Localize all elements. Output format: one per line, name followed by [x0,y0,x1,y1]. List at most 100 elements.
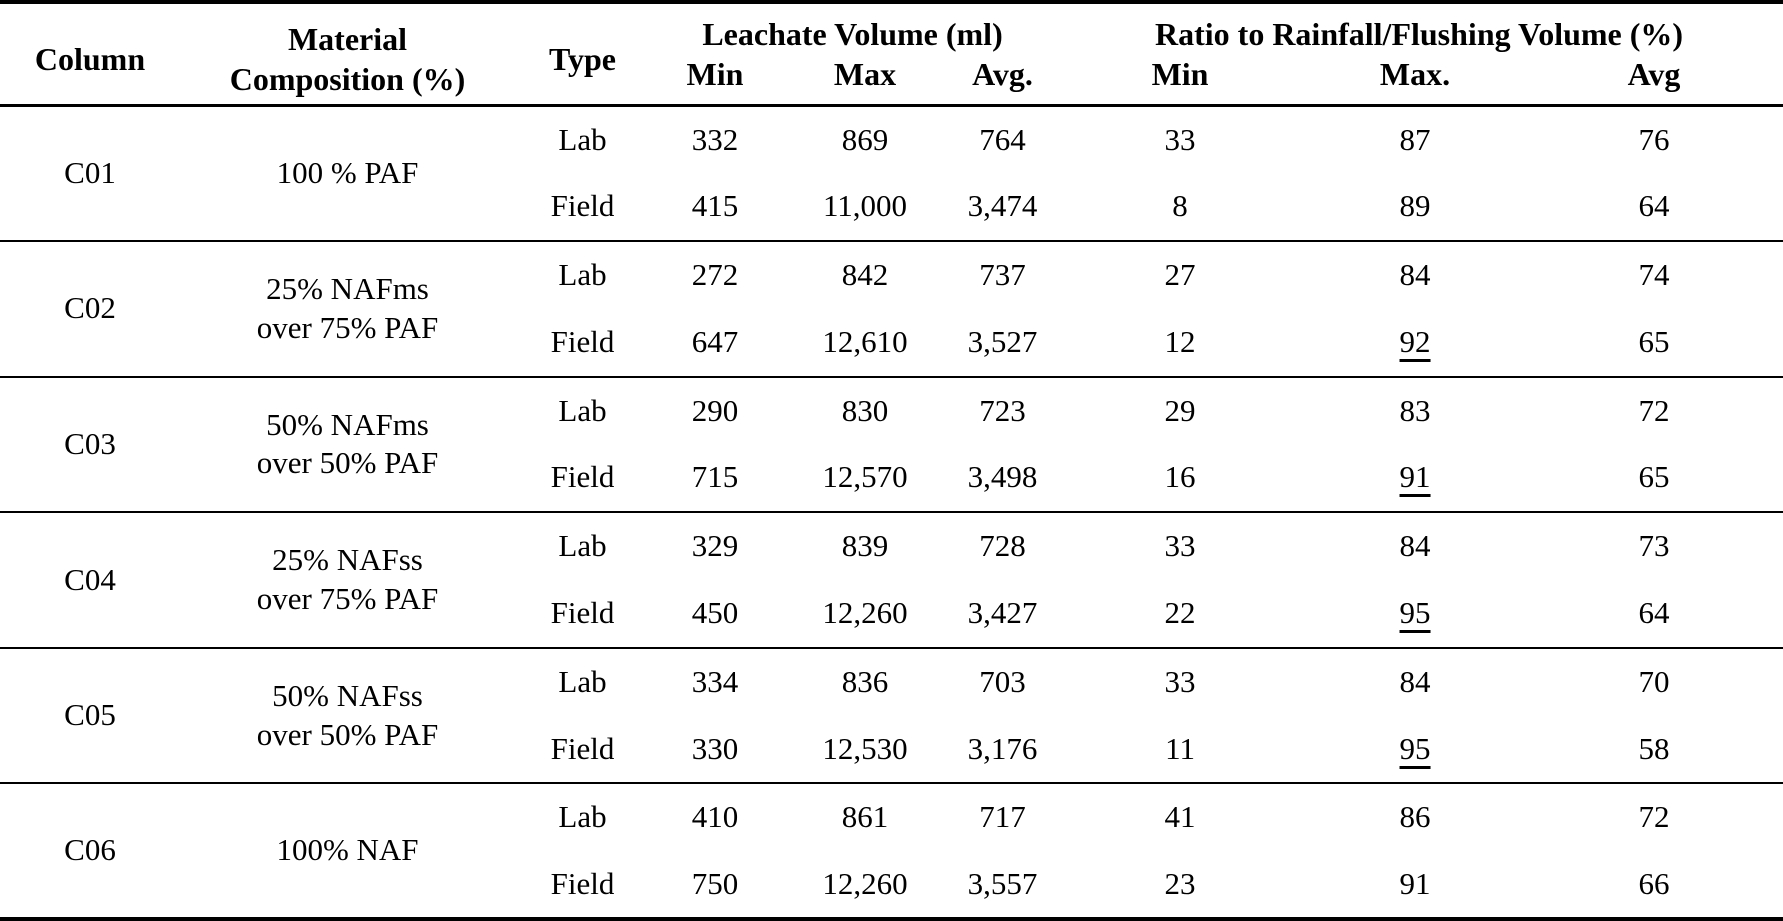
cell-type: Lab [558,663,607,699]
cell-material-composition: 100% NAF [276,832,419,868]
cell-ratio-avg: 65 [1638,323,1670,359]
cell-ratio-min: 33 [1164,663,1196,699]
table-row: Field 750 12,260 3,557 23 91 66 [0,851,1783,919]
cell-ratio-max: 91 [1399,459,1431,495]
table-row: Field 415 11,000 3,474 8 89 64 [0,173,1783,242]
cell-type: Field [550,865,615,901]
cell-leachate-max: 861 [841,799,889,835]
cell-ratio-max: 91 [1399,865,1431,901]
cell-leachate-min: 334 [691,663,739,699]
table-row: Field 647 12,610 3,527 12 92 65 [0,309,1783,377]
cell-ratio-avg: 73 [1638,528,1670,564]
cell-leachate-max: 842 [841,257,889,293]
cell-type: Lab [558,257,607,293]
cell-column-id: C04 [64,561,116,597]
cell-ratio-avg: 65 [1638,459,1670,495]
cell-type: Field [550,730,615,766]
cell-ratio-avg: 76 [1638,121,1670,157]
header-column: Column [34,41,146,77]
cell-leachate-min: 450 [691,594,739,630]
cell-ratio-min: 23 [1164,865,1196,901]
header-leachate-max: Max [833,56,897,92]
cell-type: Field [550,188,615,224]
cell-column-id: C05 [64,697,116,733]
header-ratio-min: Min [1151,56,1209,92]
cell-leachate-max: 11,000 [822,188,908,224]
cell-leachate-avg: 723 [979,392,1026,428]
cell-leachate-min: 330 [691,730,739,766]
cell-column-id: C02 [64,290,116,326]
cell-ratio-avg: 58 [1638,730,1670,766]
header-ratio-avg: Avg [1627,56,1681,92]
cell-leachate-max: 839 [841,528,889,564]
cell-ratio-avg: 70 [1638,663,1670,699]
table-body: C01 100 % PAF Lab 332 869 764 33 87 76 F… [0,106,1783,920]
cell-material-composition: 50% NAFss over 50% PAF [256,677,439,752]
cell-material-composition: 100 % PAF [276,155,419,191]
cell-ratio-max: 87 [1399,121,1431,157]
cell-leachate-min: 410 [691,799,739,835]
cell-leachate-min: 715 [691,459,739,495]
cell-ratio-min: 29 [1164,392,1196,428]
cell-ratio-max: 92 [1399,323,1431,359]
cell-leachate-avg: 3,176 [967,730,1038,766]
cell-leachate-max: 869 [841,121,889,157]
cell-ratio-min: 8 [1172,188,1188,224]
cell-leachate-min: 332 [691,121,739,157]
cell-ratio-avg: 64 [1638,594,1670,630]
cell-ratio-max: 84 [1399,663,1431,699]
cell-ratio-avg: 72 [1638,392,1670,428]
cell-leachate-max: 830 [841,392,889,428]
cell-leachate-max: 12,570 [822,459,908,495]
cell-leachate-min: 272 [691,257,739,293]
cell-leachate-max: 12,260 [822,594,908,630]
cell-leachate-min: 329 [691,528,739,564]
header-row-subcolumns: Min Max Avg. Min Max. Avg [0,54,1783,106]
cell-material-composition: 25% NAFms over 75% PAF [256,271,439,345]
table-header: Column Material Composition (%) Type Lea… [0,2,1783,106]
table-row: Field 450 12,260 3,427 22 95 64 [0,580,1783,648]
cell-leachate-min: 415 [691,188,739,224]
cell-leachate-avg: 737 [979,257,1026,293]
cell-column-id: C03 [64,426,116,462]
cell-ratio-max: 89 [1399,188,1431,224]
cell-leachate-avg: 3,557 [967,865,1038,901]
table-row: C04 25% NAFss over 75% PAF Lab 329 839 7… [0,512,1783,616]
cell-material-composition: 25% NAFss over 75% PAF [256,542,439,616]
cell-ratio-min: 11 [1165,730,1195,766]
cell-ratio-min: 41 [1164,799,1196,835]
cell-column-id: C01 [64,155,116,191]
cell-ratio-max: 95 [1399,730,1431,766]
cell-ratio-min: 22 [1164,594,1196,630]
cell-leachate-max: 12,530 [822,730,908,766]
header-leachate-avg: Avg. [972,56,1033,92]
cell-leachate-avg: 717 [979,799,1026,835]
cell-leachate-max: 12,610 [822,323,908,359]
cell-ratio-min: 33 [1164,121,1196,157]
cell-ratio-avg: 66 [1638,865,1670,901]
header-ratio-max: Max. [1379,56,1451,92]
cell-ratio-min: 16 [1164,459,1196,495]
cell-column-id: C06 [64,832,116,868]
cell-leachate-avg: 3,527 [967,323,1038,359]
cell-material-composition: 50% NAFms over 50% PAF [256,406,439,481]
table-row: C01 100 % PAF Lab 332 869 764 33 87 76 [0,106,1783,190]
header-material-composition: Material Composition (%) [229,21,466,97]
table-row: C02 25% NAFms over 75% PAF Lab 272 842 7… [0,241,1783,345]
table-row: C06 100% NAF Lab 410 861 717 41 86 72 [0,783,1783,867]
cell-leachate-min: 647 [691,323,739,359]
cell-ratio-max: 84 [1399,257,1431,293]
cell-type: Lab [558,799,607,835]
cell-ratio-min: 12 [1164,323,1196,359]
cell-leachate-avg: 764 [979,121,1026,157]
cell-leachate-avg: 728 [979,528,1026,564]
cell-ratio-max: 86 [1399,799,1431,835]
cell-type: Field [550,323,615,359]
cell-leachate-avg: 3,427 [967,594,1038,630]
cell-ratio-avg: 74 [1638,257,1670,293]
cell-leachate-avg: 3,498 [967,459,1038,495]
header-row-groups: Column Material Composition (%) Type Lea… [0,2,1783,97]
cell-type: Field [550,459,615,495]
